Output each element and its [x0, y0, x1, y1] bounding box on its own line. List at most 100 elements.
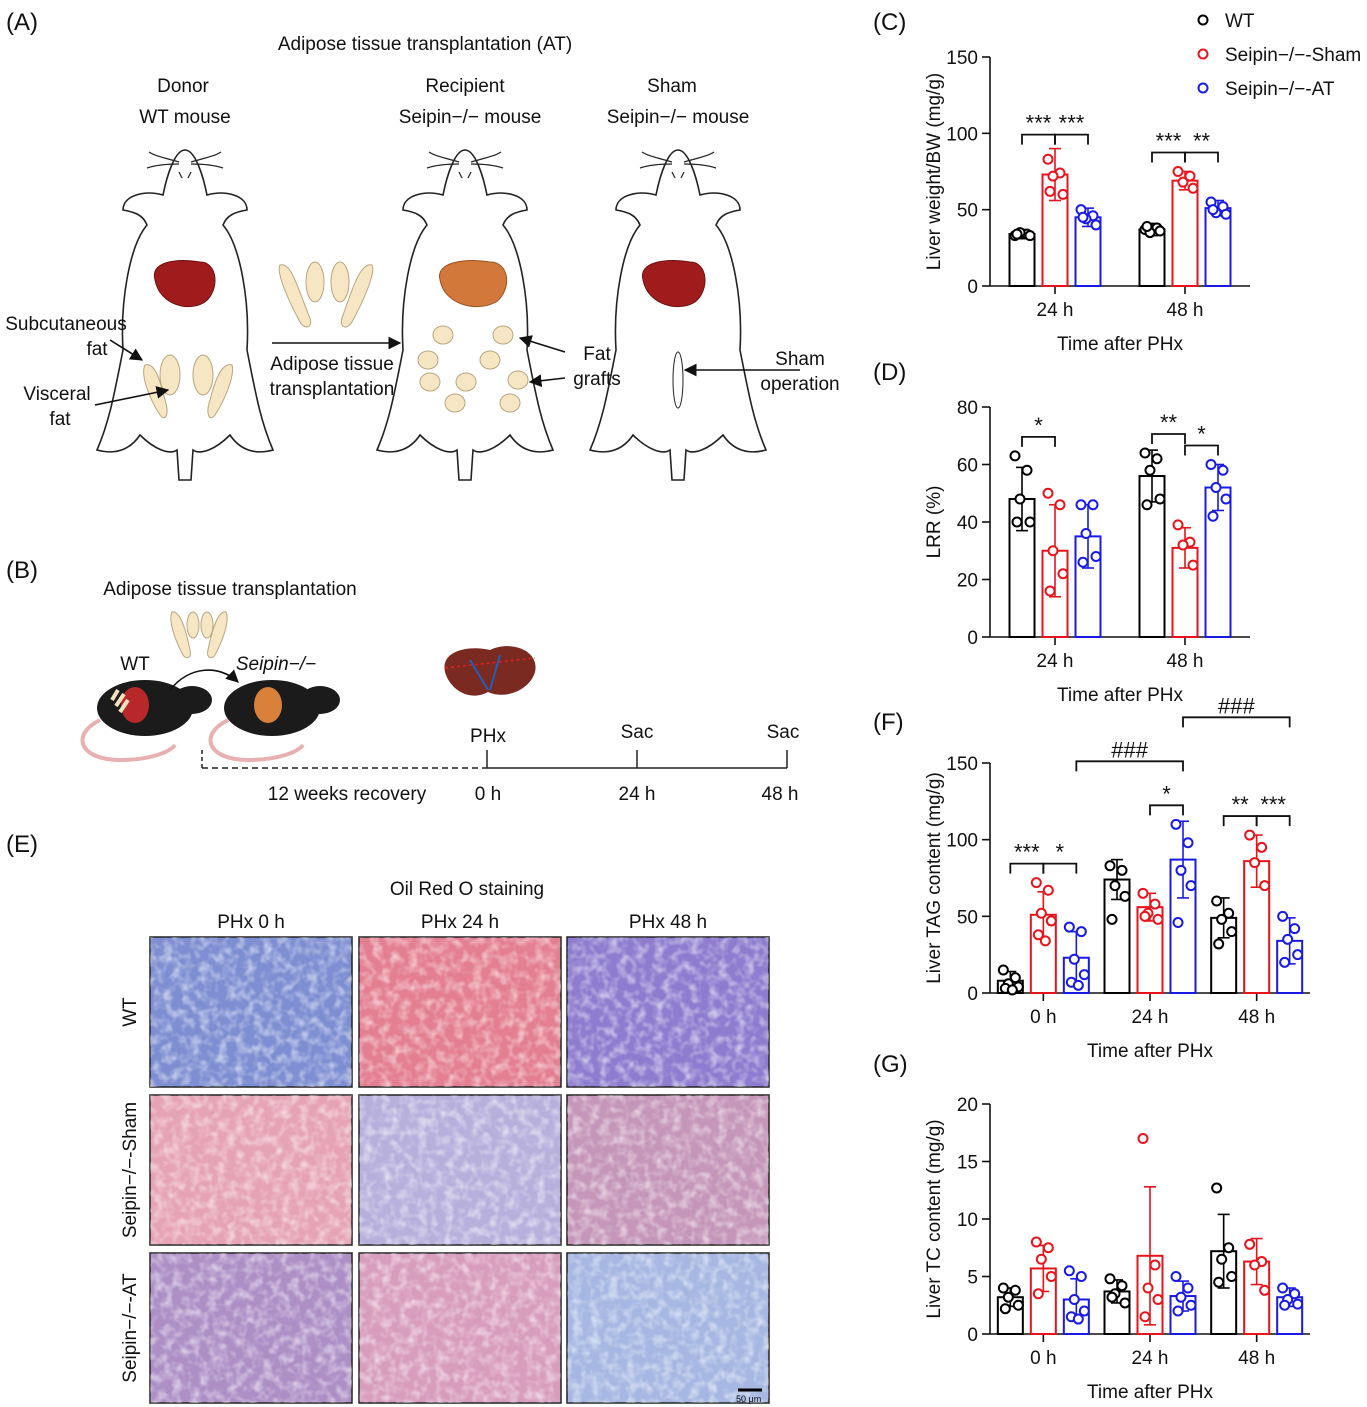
- data-point: [1087, 499, 1099, 511]
- incision: [672, 351, 684, 409]
- significance-label: *: [1162, 781, 1171, 806]
- label: transplantation: [270, 379, 395, 400]
- y-tick-label: 0: [967, 277, 978, 298]
- data-point: [1205, 459, 1217, 470]
- data-point: [1185, 1299, 1197, 1311]
- data-point: [1223, 1242, 1235, 1254]
- data-point: [1078, 1305, 1090, 1317]
- label: 24 h: [619, 784, 656, 805]
- data-point: [1077, 211, 1089, 223]
- mouse-drawing: [376, 149, 554, 481]
- mouse-icon: [208, 680, 340, 763]
- data-point: [1109, 880, 1121, 892]
- label: Sham: [775, 349, 825, 370]
- data-point: [1141, 220, 1153, 232]
- data-point: [1207, 510, 1219, 522]
- y-tick-label: 15: [957, 1153, 978, 1174]
- column-label: PHx 0 h: [217, 912, 285, 933]
- data-point: [1154, 225, 1166, 237]
- micrograph-nuclei: [150, 1253, 352, 1403]
- label: Recipient: [425, 76, 505, 97]
- legend-label: Seipin−/−-AT: [1225, 79, 1335, 100]
- data-point: [1032, 1288, 1044, 1300]
- arrow: [109, 339, 144, 361]
- panel-label: (A): [6, 9, 38, 36]
- label: Sac: [621, 722, 654, 743]
- mouse-drawing: [589, 149, 767, 481]
- data-point: [1057, 568, 1069, 580]
- label: operation: [760, 374, 839, 395]
- data-point: [1078, 969, 1090, 981]
- data-point: [1152, 1294, 1164, 1305]
- mouse-icon: [80, 680, 212, 763]
- legend-label: WT: [1225, 11, 1255, 32]
- arrow: [169, 669, 239, 691]
- significance-label: **: [1193, 129, 1211, 154]
- panel-label: (D): [873, 359, 906, 386]
- data-point: [1090, 219, 1102, 231]
- scale-label: 50 μm: [736, 1394, 761, 1404]
- data-point: [1149, 898, 1161, 910]
- data-point: [1068, 953, 1080, 965]
- fat-pad: [143, 364, 168, 419]
- legend-marker: [1197, 14, 1209, 26]
- data-point: [1175, 1291, 1187, 1303]
- error-bar: [1144, 1186, 1156, 1326]
- y-tick-label: 50: [957, 907, 978, 928]
- data-point: [1217, 464, 1229, 476]
- legend-label: Seipin−/−-Sham: [1225, 45, 1361, 66]
- panel-label: (F): [873, 709, 904, 736]
- label: Sac: [767, 722, 800, 743]
- row-label: Seipin−/−-AT: [120, 1273, 141, 1383]
- data-point: [1182, 1282, 1194, 1294]
- y-tick-label: 50: [957, 201, 978, 222]
- data-point: [1009, 1284, 1021, 1296]
- significance-bracket: [1184, 444, 1219, 456]
- x-axis-label: Time after PHx: [1087, 1382, 1213, 1403]
- data-point: [1279, 1299, 1291, 1311]
- data-point: [1172, 519, 1184, 531]
- significance-bracket: [1021, 435, 1056, 447]
- data-point: [1244, 1238, 1256, 1250]
- label: grafts: [573, 369, 621, 390]
- data-point: [1249, 1259, 1261, 1271]
- y-axis-label: Liver weight/BW (mg/g): [924, 73, 945, 270]
- significance-bracket: [1021, 133, 1056, 145]
- data-point: [1292, 949, 1304, 961]
- label: Adipose tissue: [270, 354, 394, 375]
- data-point: [1172, 916, 1184, 928]
- data-point: [1075, 499, 1087, 511]
- panel-title: Oil Red O staining: [390, 879, 544, 900]
- panel-label: (C): [873, 9, 906, 36]
- fat-pad: [207, 364, 234, 419]
- data-point: [1104, 860, 1116, 872]
- data-point: [1216, 1253, 1228, 1265]
- label: PHx: [470, 726, 506, 747]
- x-tick-label: 24 h: [1132, 1348, 1169, 1369]
- micrograph-nuclei: [567, 1095, 769, 1245]
- data-point: [1207, 204, 1219, 216]
- data-point: [1024, 516, 1036, 528]
- y-tick-label: 0: [967, 984, 978, 1005]
- data-point: [1210, 482, 1222, 493]
- data-point: [1030, 1236, 1042, 1248]
- x-tick-label: 24 h: [1037, 651, 1074, 672]
- micrograph-nuclei: [359, 1095, 561, 1245]
- data-point: [1292, 1298, 1304, 1310]
- data-point: [1054, 499, 1066, 511]
- significance-label: *: [1034, 413, 1043, 438]
- data-point: [1119, 1297, 1131, 1309]
- data-point: [1182, 837, 1194, 849]
- y-tick-label: 40: [957, 513, 978, 534]
- data-point: [1090, 551, 1102, 562]
- significance-label: *: [1197, 422, 1206, 447]
- arrow: [94, 386, 170, 406]
- data-point: [1072, 979, 1084, 991]
- x-axis-label: Time after PHx: [1087, 1041, 1213, 1062]
- label: fat: [49, 409, 71, 430]
- label: Seipin−/− mouse: [607, 107, 750, 128]
- data-point: [1279, 956, 1291, 968]
- data-point: [1213, 1276, 1225, 1288]
- significance-bracket: [1255, 815, 1291, 827]
- data-point: [1154, 493, 1166, 505]
